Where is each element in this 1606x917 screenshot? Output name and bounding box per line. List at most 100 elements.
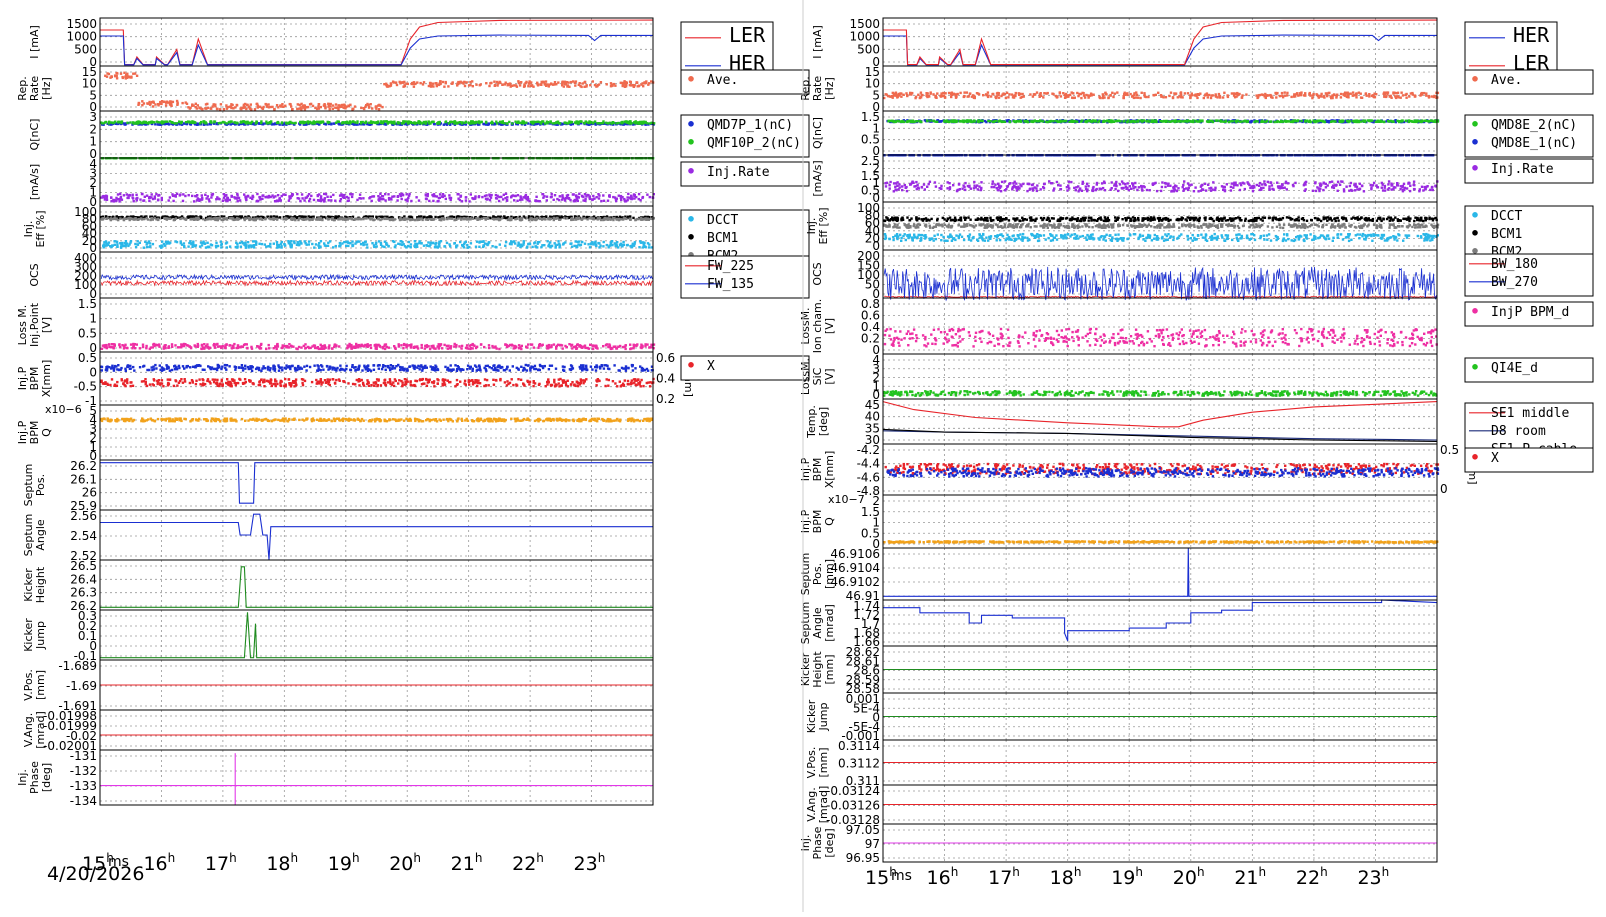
series-point — [346, 344, 348, 346]
series-point — [485, 121, 487, 123]
panel-frame — [100, 18, 653, 66]
series-point — [474, 196, 476, 198]
legend-label: FW_225 — [707, 259, 754, 274]
series-point — [214, 347, 216, 349]
series-point — [521, 122, 523, 124]
y-axis-label: Inj.Eff [%] — [22, 210, 47, 247]
series-point — [290, 240, 292, 242]
series-point — [630, 195, 632, 197]
series-point — [254, 108, 256, 110]
series-point — [357, 346, 359, 348]
series-point — [446, 379, 448, 381]
series-point — [274, 380, 276, 382]
series-point — [513, 240, 515, 242]
series-point — [584, 243, 586, 245]
series-point — [573, 200, 575, 202]
series-point — [610, 241, 612, 243]
series-point — [408, 195, 410, 197]
series-point — [349, 242, 351, 244]
series-point — [319, 219, 321, 221]
series-point — [489, 82, 491, 84]
panel-frame — [100, 252, 653, 298]
series-point — [321, 219, 323, 221]
series-point — [268, 344, 270, 346]
series-point — [581, 218, 583, 220]
series-point — [646, 194, 648, 196]
series-point — [389, 378, 391, 380]
series-point — [404, 120, 406, 122]
series-point — [432, 242, 434, 244]
series-point — [534, 123, 536, 125]
series-point — [110, 200, 112, 202]
series-point — [149, 219, 151, 221]
series-point — [255, 122, 257, 124]
series-point — [629, 215, 631, 217]
series-point — [428, 218, 430, 220]
series-point — [506, 122, 508, 124]
series-point — [153, 378, 155, 380]
y-right-tick-label: 0.6 — [656, 351, 675, 365]
series-point — [411, 83, 413, 85]
series-point — [276, 122, 278, 124]
series-point — [324, 107, 326, 109]
series-point — [571, 347, 573, 349]
series-point — [566, 195, 568, 197]
series-point — [317, 105, 319, 107]
series-point — [584, 193, 586, 195]
series-point — [369, 196, 371, 198]
series-point — [518, 347, 520, 349]
series-point — [553, 217, 555, 219]
series-point — [543, 244, 545, 246]
series-point — [613, 122, 615, 124]
series-point — [206, 242, 208, 244]
series-point — [116, 245, 118, 247]
series-point — [446, 218, 448, 220]
series-point — [527, 381, 529, 383]
series-point — [308, 200, 310, 202]
series-point — [381, 245, 383, 247]
series-point — [461, 82, 463, 84]
series-point — [426, 346, 428, 348]
series-point — [166, 101, 168, 103]
series-point — [169, 100, 171, 102]
series-point — [103, 241, 105, 243]
series-point — [563, 85, 565, 87]
series-point — [245, 381, 247, 383]
series-point — [484, 217, 486, 219]
series-point — [502, 198, 504, 200]
series-point — [547, 121, 549, 123]
series-point — [442, 193, 444, 195]
series-point — [580, 378, 582, 380]
series-point — [553, 343, 555, 345]
series-point — [294, 122, 296, 124]
series-point — [379, 193, 381, 195]
series-point — [260, 120, 262, 122]
series-point — [423, 216, 425, 218]
series-point — [432, 83, 434, 85]
series-point — [229, 245, 231, 247]
series-point — [542, 193, 544, 195]
series-point — [250, 346, 252, 348]
series-point — [230, 217, 232, 219]
series-point — [606, 378, 608, 380]
series-point — [270, 218, 272, 220]
series-point — [276, 246, 278, 248]
series-point — [420, 242, 422, 244]
y-axis-label: I [mA] — [28, 25, 41, 59]
series-point — [281, 103, 283, 105]
series-point — [122, 245, 124, 247]
series-point — [507, 83, 509, 85]
series-point — [376, 245, 378, 247]
series-point — [157, 121, 159, 123]
series-point — [221, 380, 223, 382]
series-point — [308, 243, 310, 245]
series-point — [367, 346, 369, 348]
series-point — [589, 195, 591, 197]
series-point — [185, 219, 187, 221]
series-point — [300, 242, 302, 244]
series-point — [574, 84, 576, 86]
series-point — [586, 84, 588, 86]
series-point — [276, 241, 278, 243]
series-point — [575, 245, 577, 247]
series-point — [245, 108, 247, 110]
